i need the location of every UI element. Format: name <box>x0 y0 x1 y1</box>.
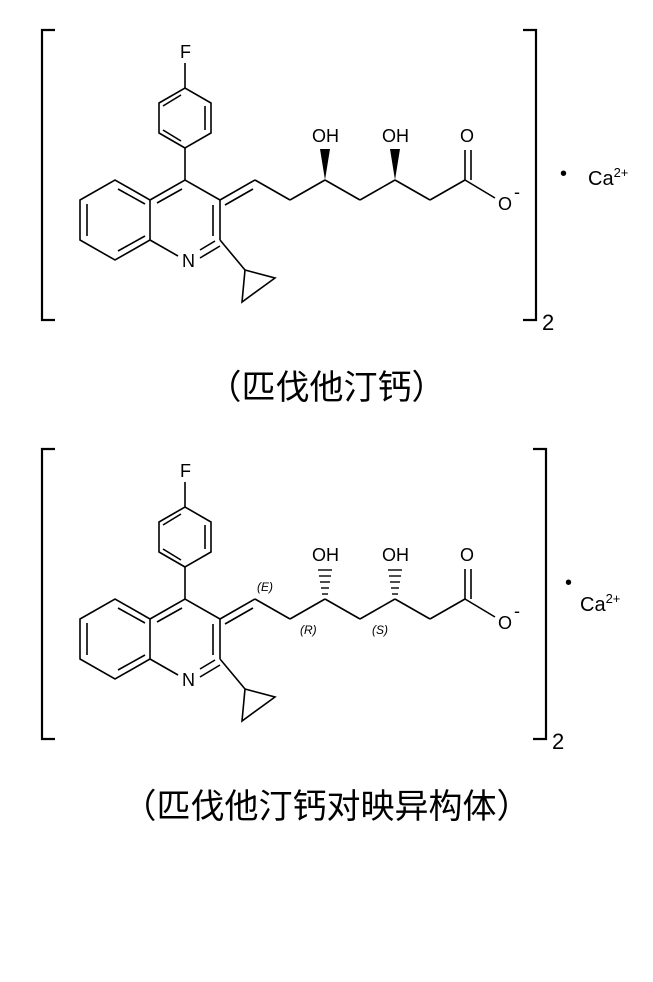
o-neg: O <box>498 613 512 633</box>
structure-1-svg: 2 • Ca2+ N F <box>20 20 633 330</box>
caption-2: （匹伐他汀钙对映异构体） <box>20 779 633 828</box>
salt-dot: • <box>560 163 567 185</box>
caption-1: （匹伐他汀钙） <box>20 360 633 409</box>
neg-charge: - <box>514 601 520 621</box>
side-chain <box>220 150 495 205</box>
oh-1: OH <box>312 126 339 146</box>
neg-charge: - <box>514 182 520 202</box>
stereo-s: (S) <box>372 623 388 637</box>
fused-ring-left <box>80 180 150 260</box>
fluorophenyl <box>159 63 211 180</box>
counter-ion: Ca2+ <box>580 591 620 616</box>
bracket-subscript: 2 <box>542 310 554 330</box>
hash-wedge-1 <box>318 570 332 594</box>
stereo-r: (R) <box>300 623 317 637</box>
o-double: O <box>460 545 474 565</box>
stereo-e: (E) <box>257 580 273 594</box>
chain-bond-b <box>360 180 395 200</box>
oh-2: OH <box>382 545 409 565</box>
wedge-1 <box>320 149 330 180</box>
right-bracket <box>523 30 536 320</box>
right-bracket <box>533 449 546 739</box>
oh-2: OH <box>382 126 409 146</box>
left-bracket <box>42 30 55 320</box>
f-atom: F <box>180 42 191 62</box>
oh-1: OH <box>312 545 339 565</box>
f-atom: F <box>180 461 191 481</box>
structure-2-svg: 2 • Ca2+ N F <box>20 439 633 749</box>
n-atom: N <box>182 251 195 271</box>
salt-dot: • <box>565 572 572 594</box>
n-c-double <box>200 241 215 250</box>
fused-ring-left <box>80 599 150 679</box>
n-atom: N <box>182 670 195 690</box>
wedge-2 <box>390 149 400 180</box>
bracket-subscript: 2 <box>552 729 564 749</box>
cyclopropyl <box>220 240 275 302</box>
structure-2: 2 • Ca2+ N F <box>20 439 633 749</box>
left-bracket <box>42 449 55 739</box>
fluorophenyl <box>159 482 211 599</box>
counter-ion: Ca2+ <box>588 165 628 190</box>
o-double: O <box>460 126 474 146</box>
o-neg: O <box>498 194 512 214</box>
chain-bond-a <box>290 180 325 200</box>
structure-1: 2 • Ca2+ N F <box>20 20 633 330</box>
hash-wedge-2 <box>388 570 402 594</box>
cyclopropyl <box>220 659 275 721</box>
n-c-double <box>200 660 215 669</box>
side-chain <box>220 569 495 624</box>
